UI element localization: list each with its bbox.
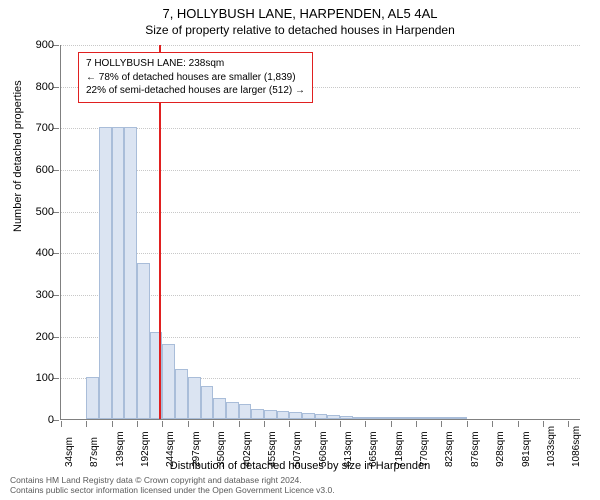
gridline: [61, 170, 580, 171]
y-tick-label: 200: [14, 331, 54, 343]
x-tick: [162, 421, 163, 427]
x-axis-label: Distribution of detached houses by size …: [0, 460, 600, 472]
histogram-bar: [175, 369, 188, 419]
histogram-bar: [441, 417, 454, 419]
histogram-bar: [201, 386, 214, 419]
y-tick-label: 800: [14, 81, 54, 93]
histogram-bar: [226, 402, 239, 419]
y-tick-label: 700: [14, 122, 54, 134]
gridline: [61, 212, 580, 213]
histogram-bar: [86, 377, 99, 419]
y-tick-label: 300: [14, 289, 54, 301]
histogram-bar: [327, 415, 340, 419]
histogram-bar: [162, 344, 175, 419]
x-tick: [188, 421, 189, 427]
x-tick: [137, 421, 138, 427]
x-tick: [86, 421, 87, 427]
histogram-bar: [99, 127, 112, 419]
histogram-bar: [277, 411, 290, 419]
histogram-bar: [378, 417, 391, 419]
attribution-line-2: Contains public sector information licen…: [10, 485, 590, 496]
histogram-bar: [416, 417, 429, 419]
histogram-bar: [403, 417, 416, 419]
x-tick: [340, 421, 341, 427]
histogram-bar: [289, 412, 302, 420]
x-tick: [315, 421, 316, 427]
chart-subtitle: Size of property relative to detached ho…: [0, 23, 600, 37]
x-tick: [441, 421, 442, 427]
x-tick: [467, 421, 468, 427]
x-tick: [391, 421, 392, 427]
histogram-bar: [454, 417, 467, 419]
y-tick-label: 900: [14, 39, 54, 51]
histogram-bar: [188, 377, 201, 419]
annotation-line-1: 7 HOLLYBUSH LANE: 238sqm: [86, 57, 305, 71]
histogram-bar: [239, 404, 252, 419]
histogram-bar: [315, 414, 328, 419]
histogram-bar: [137, 263, 150, 419]
histogram-bar: [391, 417, 404, 419]
histogram-bar: [302, 413, 315, 419]
x-tick: [112, 421, 113, 427]
y-tick-label: 400: [14, 247, 54, 259]
gridline: [61, 45, 580, 46]
histogram-bar: [112, 127, 125, 419]
gridline: [61, 128, 580, 129]
chart-title: 7, HOLLYBUSH LANE, HARPENDEN, AL5 4AL: [0, 6, 600, 21]
attribution: Contains HM Land Registry data © Crown c…: [10, 475, 590, 496]
y-tick-label: 0: [14, 414, 54, 426]
histogram-bar: [353, 417, 366, 420]
histogram-bar: [264, 410, 277, 419]
x-tick: [239, 421, 240, 427]
histogram-bar: [365, 417, 378, 419]
annotation-line-2: ← 78% of detached houses are smaller (1,…: [86, 71, 305, 85]
histogram-bar: [429, 417, 442, 419]
x-tick: [289, 421, 290, 427]
x-tick: [492, 421, 493, 427]
y-tick-label: 600: [14, 164, 54, 176]
annotation-box: 7 HOLLYBUSH LANE: 238sqm ← 78% of detach…: [78, 52, 313, 103]
x-tick: [518, 421, 519, 427]
histogram-bar: [213, 398, 226, 419]
x-tick: [61, 421, 62, 427]
x-tick: [543, 421, 544, 427]
x-tick: [568, 421, 569, 427]
y-tick-label: 500: [14, 206, 54, 218]
histogram-bar: [340, 416, 353, 419]
gridline: [61, 253, 580, 254]
histogram-bar: [124, 127, 137, 419]
x-tick: [264, 421, 265, 427]
attribution-line-1: Contains HM Land Registry data © Crown c…: [10, 475, 590, 486]
annotation-line-3: 22% of semi-detached houses are larger (…: [86, 84, 305, 98]
chart-root: 7, HOLLYBUSH LANE, HARPENDEN, AL5 4AL Si…: [0, 0, 600, 500]
x-tick: [365, 421, 366, 427]
x-tick: [213, 421, 214, 427]
y-tick-label: 100: [14, 372, 54, 384]
x-tick: [416, 421, 417, 427]
histogram-bar: [251, 409, 264, 419]
